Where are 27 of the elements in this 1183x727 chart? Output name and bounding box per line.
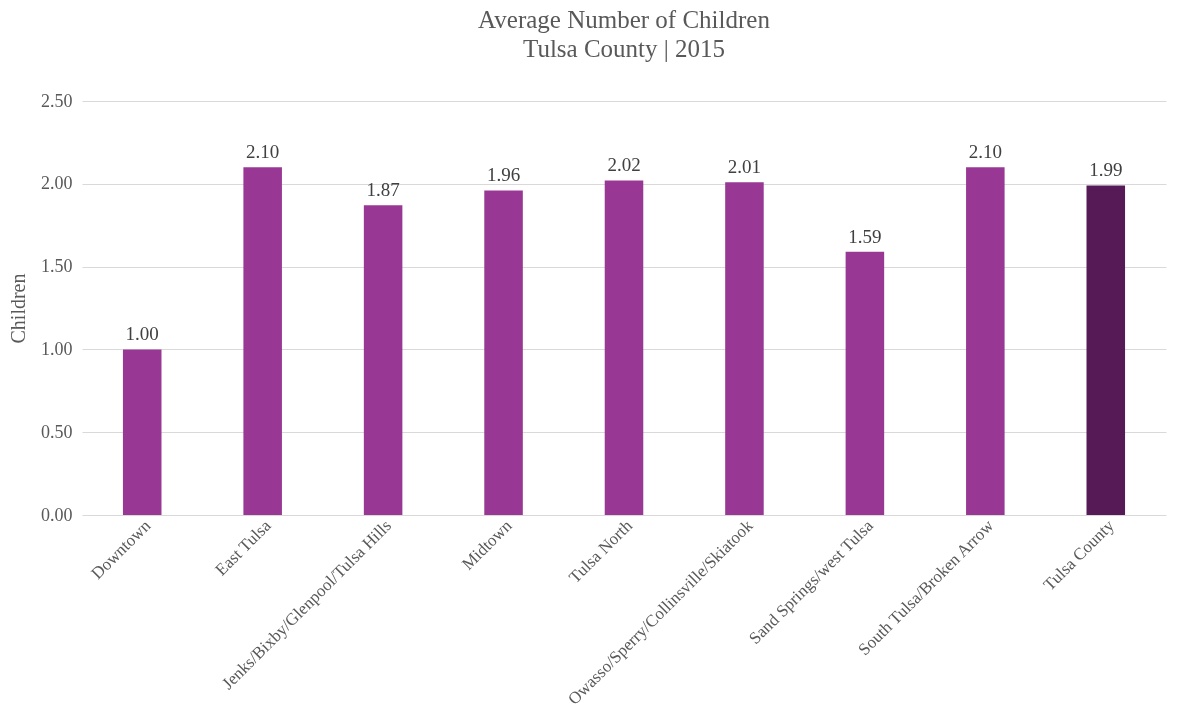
- data-label: 1.96: [486, 164, 521, 186]
- bar: [484, 190, 523, 515]
- bar: [604, 180, 644, 515]
- data-label: 2.10: [968, 141, 1002, 163]
- data-label: 2.10: [246, 141, 280, 163]
- bar: [122, 349, 162, 515]
- chart-subtitle: Tulsa County | 2015: [522, 35, 726, 62]
- bar: [725, 182, 764, 515]
- bar: [363, 205, 403, 515]
- bar: [845, 251, 885, 515]
- y-tick-label: 0.50: [41, 421, 73, 442]
- bar: [966, 167, 1005, 515]
- bar: [243, 167, 282, 515]
- y-tick-label: 2.00: [41, 173, 73, 194]
- y-tick-label: 1.00: [41, 338, 73, 359]
- data-label: 1.87: [366, 179, 400, 201]
- data-label: 1.59: [848, 225, 882, 247]
- data-label: 2.02: [607, 154, 641, 176]
- data-label: 2.01: [727, 156, 762, 178]
- y-axis-title: Children: [7, 273, 29, 344]
- y-tick-label: 1.50: [41, 256, 73, 277]
- data-label: 1.00: [125, 323, 159, 345]
- chart-title: Average Number of Children: [478, 6, 771, 33]
- y-tick-label: 0.00: [41, 504, 73, 525]
- data-label: 1.99: [1089, 159, 1123, 181]
- y-tick-label: 2.50: [41, 90, 73, 111]
- bar: [1086, 185, 1126, 515]
